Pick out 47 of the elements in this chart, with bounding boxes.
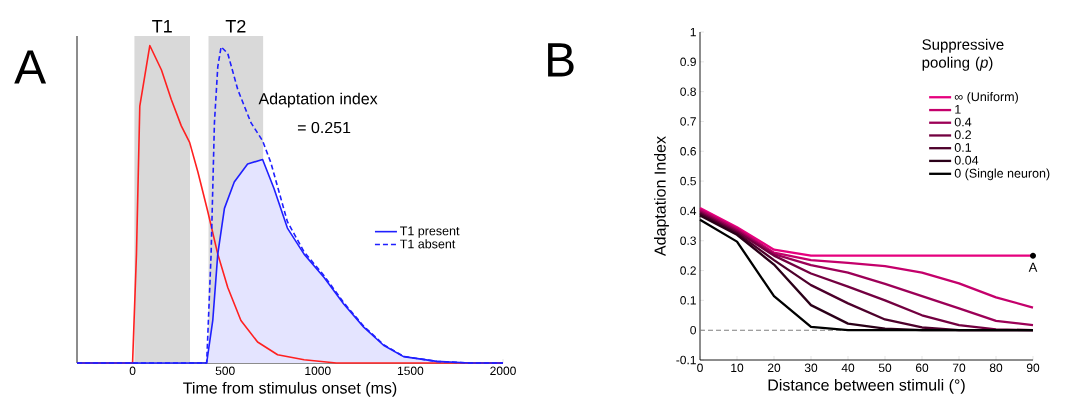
band-label: T1: [152, 20, 172, 33]
legend-label: 0.1: [954, 143, 972, 152]
y-tick-label: 1: [690, 27, 696, 37]
x-tick-label: 50: [878, 363, 892, 373]
x-tick-label: 60: [915, 363, 929, 373]
legend-label: 1: [955, 105, 961, 114]
x-tick-label: 10: [731, 363, 744, 373]
legend-label: 0.2: [954, 130, 972, 140]
line-series: [698, 208, 1035, 309]
x-tick-label: 1500: [397, 366, 424, 376]
legend-label: ∞ (Uniform): [954, 91, 1018, 104]
legend-label: 0.04: [954, 155, 979, 165]
legend-label: 0.4: [954, 117, 972, 127]
legend-label: 0 (Single neuron): [954, 168, 1050, 181]
annotation: A: [1028, 262, 1038, 272]
x-tick-label: 2000: [490, 366, 516, 376]
x-axis-title: Time from stimulus onset (ms): [183, 381, 397, 397]
annotation: Adaptation index: [258, 92, 378, 108]
x-tick-label: 40: [841, 363, 855, 373]
legend-title: Suppressive pooling (p): [922, 38, 1004, 71]
legend-label: T1 absent: [400, 239, 456, 249]
x-tick-label: 500: [215, 366, 235, 376]
y-tick-label: 0.8: [680, 87, 696, 96]
y-tick-label: 0.9: [680, 57, 696, 67]
annotation: = 0.251: [297, 121, 351, 134]
y-tick-label: 0.4: [680, 206, 697, 216]
y-tick-label: 0: [690, 325, 697, 335]
y-tick-label: 0.5: [680, 176, 696, 186]
x-tick-label: 1000: [305, 366, 331, 376]
band-label: T2: [225, 19, 246, 33]
x-axis-title: Distance between stimuli (°): [768, 378, 965, 394]
x-tick-label: 80: [989, 363, 1003, 373]
y-tick-label: 0.3: [680, 236, 696, 245]
y-axis-title: Adaptation Index: [654, 136, 669, 257]
x-tick-label: 0: [129, 366, 136, 376]
y-tick-label: 0.2: [680, 266, 696, 275]
text: A: [14, 50, 47, 84]
x-tick-label: 20: [767, 363, 781, 373]
legend-label: T1 present: [400, 226, 460, 238]
x-tick-label: 90: [1026, 363, 1040, 373]
x-tick-label: 30: [804, 363, 818, 373]
y-tick-label: 0.7: [680, 117, 696, 126]
y-tick-label: 0.6: [680, 147, 696, 156]
y-tick-label: 0.1: [680, 296, 696, 305]
text: B: [548, 43, 574, 77]
y-tick-label: -0.1: [676, 355, 696, 365]
x-tick-label: 70: [952, 363, 966, 373]
